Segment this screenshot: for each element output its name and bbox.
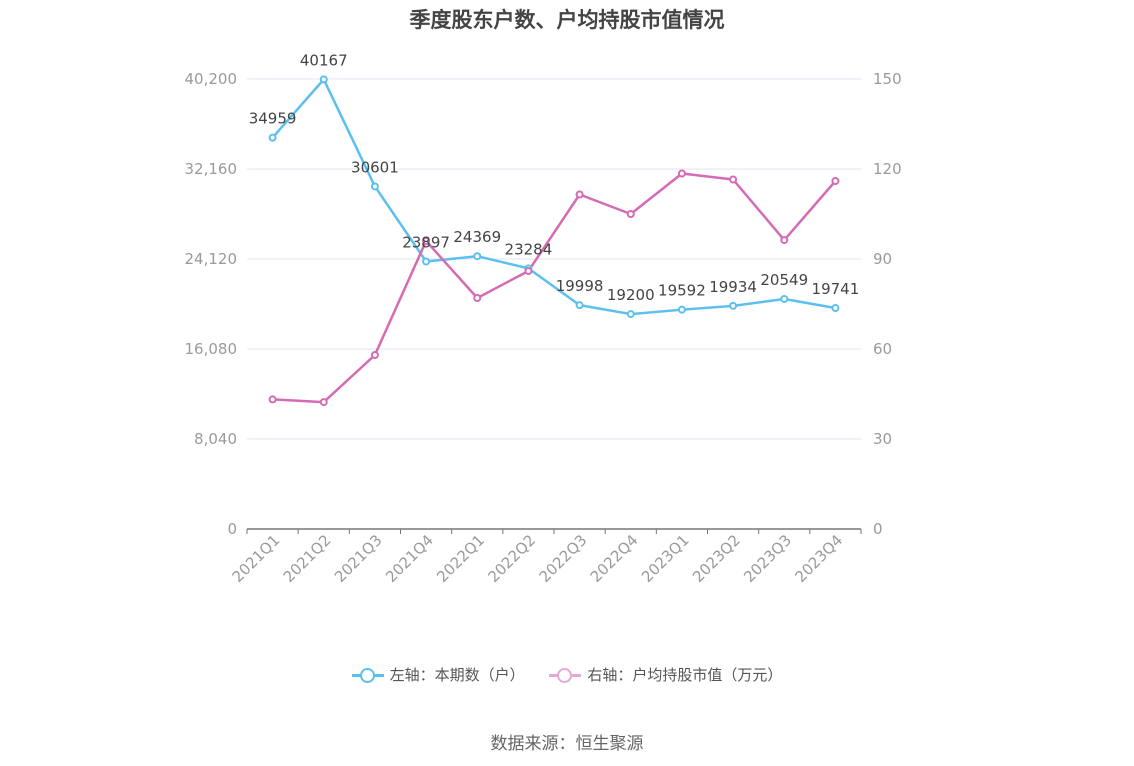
legend-label-avg-value: 右轴：户均持股市值（万元） [587,666,783,684]
data-point-households [677,305,686,314]
chart-title: 季度股东户数、户均持股市值情况 [409,8,725,32]
x-axis-tick-label: 2021Q3 [331,531,386,586]
series-line-households [271,78,836,316]
legend-circle-avg-value [557,667,573,683]
data-label-households: 23284 [505,240,553,258]
data-point-households [831,304,840,313]
left-axis-tick-label: 24,120 [185,250,238,268]
x-axis-tick-label: 2023Q4 [791,531,846,586]
right-axis-tick-label: 120 [873,160,902,178]
legend-swatch-households [351,667,384,683]
data-point-avg-value [370,351,379,359]
left-axis-tick-label: 32,160 [185,160,238,178]
legend-item-households[interactable]: 左轴：本期数（户） [351,664,525,685]
data-point-avg-value [268,395,277,404]
data-label-households: 24369 [453,228,501,246]
x-axis-tick-label: 2022Q3 [536,531,591,586]
x-axis-tick-label: 2021Q4 [382,531,437,586]
data-point-households [370,182,379,191]
legend-item-avg-value[interactable]: 右轴：户均持股市值（万元） [549,664,782,685]
x-axis-tick-label: 2021Q2 [280,531,335,586]
data-point-households [268,133,277,142]
right-axis-tick-label: 60 [873,340,892,358]
x-axis-tick-label: 2022Q4 [587,531,642,586]
data-label-households: 40167 [300,51,348,69]
data-point-households [575,301,584,310]
source-note: 数据来源：恒生聚源 [490,734,644,754]
data-label-households: 30601 [351,158,399,176]
data-label-households: 19592 [658,282,706,300]
data-point-avg-value [729,175,738,184]
data-point-avg-value [319,398,328,407]
legend-label-households: 左轴：本期数（户） [389,666,525,684]
right-axis-tick-label: 150 [873,70,902,88]
data-point-avg-value [524,267,533,275]
legend: 左轴：本期数（户） 右轴：户均持股市值（万元） [0,664,1134,686]
data-label-households: 20549 [760,271,808,289]
x-axis-tick-label: 2022Q1 [433,531,488,586]
data-point-households [422,257,431,266]
series-line-avg-value [272,172,837,404]
data-point-households [626,310,635,319]
legend-circle-households [359,667,375,683]
data-point-avg-value [780,236,789,245]
data-label-households: 23897 [402,233,450,251]
data-point-households [729,301,738,310]
data-label-households: 19998 [556,277,604,295]
data-label-households: 34959 [249,110,297,128]
x-axis-tick-label: 2023Q3 [740,531,795,586]
data-point-households [473,252,482,261]
legend-swatch-avg-value [549,667,582,683]
left-axis-tick-label: 40,200 [185,70,238,88]
right-axis-tick-label: 90 [873,250,892,268]
data-point-households [780,294,789,303]
x-axis-tick-label: 2023Q1 [638,531,693,586]
data-point-avg-value [626,210,635,218]
data-point-avg-value [473,294,482,302]
x-axis-tick-label: 2021Q1 [229,531,284,586]
right-axis-tick-label: 0 [873,520,883,538]
data-point-avg-value [575,190,584,199]
data-label-households: 19741 [812,280,860,298]
data-label-households: 19934 [709,278,757,296]
left-axis-tick-label: 0 [227,520,237,538]
data-point-households [319,75,328,84]
x-axis-tick-label: 2022Q2 [484,531,539,586]
data-point-avg-value [677,169,686,178]
right-axis-tick-label: 30 [873,430,892,448]
data-point-avg-value [422,237,431,245]
left-axis-tick-label: 16,080 [185,340,238,358]
data-label-households: 19200 [607,286,655,304]
data-point-avg-value [831,177,840,185]
left-axis-tick-label: 8,040 [194,430,237,448]
x-axis-tick-label: 2023Q2 [689,531,744,586]
